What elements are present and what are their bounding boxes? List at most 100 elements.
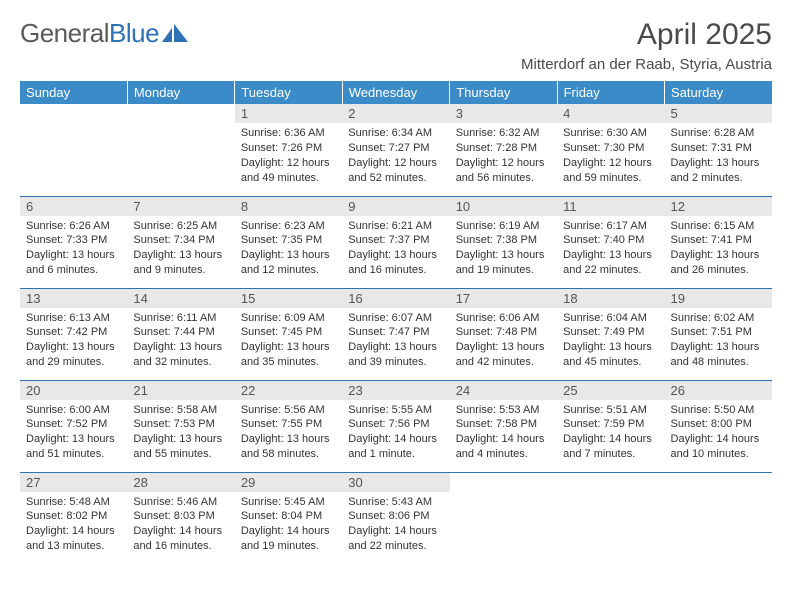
daylight-text: Daylight: 13 hours and 9 minutes.	[133, 248, 228, 278]
day-number: 18	[557, 289, 664, 308]
day-body: Sunrise: 5:51 AMSunset: 7:59 PMDaylight:…	[557, 400, 664, 466]
day-number: 2	[342, 104, 449, 123]
day-body: Sunrise: 6:21 AMSunset: 7:37 PMDaylight:…	[342, 216, 449, 282]
day-number: 17	[450, 289, 557, 308]
col-friday: Friday	[557, 81, 664, 104]
sunset-text: Sunset: 7:30 PM	[563, 141, 658, 156]
sunset-text: Sunset: 7:42 PM	[26, 325, 121, 340]
day-number	[127, 104, 234, 108]
daylight-text: Daylight: 13 hours and 6 minutes.	[26, 248, 121, 278]
sunset-text: Sunset: 7:56 PM	[348, 417, 443, 432]
calendar-row: 27 Sunrise: 5:48 AMSunset: 8:02 PM Dayligh…	[20, 472, 772, 564]
day-number: 19	[665, 289, 772, 308]
day-body: Sunrise: 6:15 AMSunset: 7:41 PMDaylight:…	[665, 216, 772, 282]
title-block: April 2025 Mitterdorf an der Raab, Styri…	[521, 18, 772, 73]
day-body: Sunrise: 5:50 AMSunset: 8:00 PMDaylight:…	[665, 400, 772, 466]
header: GeneralBlue April 2025 Mitterdorf an der…	[20, 18, 772, 73]
sunset-text: Sunset: 7:44 PM	[133, 325, 228, 340]
daylight-text: Daylight: 12 hours and 49 minutes.	[241, 156, 336, 186]
sunset-text: Sunset: 8:00 PM	[671, 417, 766, 432]
col-sunday: Sunday	[20, 81, 127, 104]
sunrise-text: Sunrise: 6:09 AM	[241, 311, 336, 326]
day-number: 13	[20, 289, 127, 308]
sunrise-text: Sunrise: 6:36 AM	[241, 126, 336, 141]
calendar-cell: 18Sunrise: 6:04 AMSunset: 7:49 PMDayligh…	[557, 288, 664, 380]
calendar-cell: 8Sunrise: 6:23 AMSunset: 7:35 PMDaylight…	[235, 196, 342, 288]
col-thursday: Thursday	[450, 81, 557, 104]
sunset-text: Sunset: 7:28 PM	[456, 141, 551, 156]
daylight-text: Daylight: 13 hours and 22 minutes.	[563, 248, 658, 278]
flag-icon	[162, 18, 188, 49]
daylight-text: Daylight: 13 hours and 26 minutes.	[671, 248, 766, 278]
brand-logo: GeneralBlue	[20, 18, 188, 49]
daylight-text: Daylight: 12 hours and 56 minutes.	[456, 156, 551, 186]
day-body: Sunrise: 5:46 AMSunset: 8:03 PMDaylight:…	[127, 492, 234, 558]
sunrise-text: Sunrise: 6:06 AM	[456, 311, 551, 326]
sunrise-text: Sunrise: 6:02 AM	[671, 311, 766, 326]
month-title: April 2025	[521, 18, 772, 52]
calendar-cell: 29Sunrise: 5:45 AMSunset: 8:04 PMDayligh…	[235, 472, 342, 564]
daylight-text: Daylight: 14 hours and 4 minutes.	[456, 432, 551, 462]
weekday-header-row: Sunday Monday Tuesday Wednesday Thursday…	[20, 81, 772, 104]
sunrise-text: Sunrise: 5:51 AM	[563, 403, 658, 418]
col-monday: Monday	[127, 81, 234, 104]
daylight-text: Daylight: 13 hours and 12 minutes.	[241, 248, 336, 278]
sunrise-text: Sunrise: 5:48 AM	[26, 495, 121, 510]
sunset-text: Sunset: 8:04 PM	[241, 509, 336, 524]
calendar-cell: 15Sunrise: 6:09 AMSunset: 7:45 PMDayligh…	[235, 288, 342, 380]
daylight-text: Daylight: 13 hours and 32 minutes.	[133, 340, 228, 370]
day-number	[665, 473, 772, 477]
calendar-cell: 20Sunrise: 6:00 AMSunset: 7:52 PMDayligh…	[20, 380, 127, 472]
day-number: 8	[235, 197, 342, 216]
day-body: Sunrise: 6:13 AMSunset: 7:42 PMDaylight:…	[20, 308, 127, 374]
day-body: Sunrise: 6:02 AMSunset: 7:51 PMDaylight:…	[665, 308, 772, 374]
day-number: 10	[450, 197, 557, 216]
calendar-cell	[557, 472, 664, 564]
daylight-text: Daylight: 13 hours and 39 minutes.	[348, 340, 443, 370]
calendar-table: Sunday Monday Tuesday Wednesday Thursday…	[20, 81, 772, 564]
daylight-text: Daylight: 14 hours and 19 minutes.	[241, 524, 336, 554]
day-number: 27	[20, 473, 127, 492]
day-number: 14	[127, 289, 234, 308]
sunset-text: Sunset: 7:27 PM	[348, 141, 443, 156]
day-body: Sunrise: 6:34 AMSunset: 7:27 PMDaylight:…	[342, 123, 449, 189]
daylight-text: Daylight: 13 hours and 19 minutes.	[456, 248, 551, 278]
sunset-text: Sunset: 7:34 PM	[133, 233, 228, 248]
sunset-text: Sunset: 7:59 PM	[563, 417, 658, 432]
sunset-text: Sunset: 7:52 PM	[26, 417, 121, 432]
sunrise-text: Sunrise: 6:13 AM	[26, 311, 121, 326]
sunset-text: Sunset: 7:55 PM	[241, 417, 336, 432]
daylight-text: Daylight: 14 hours and 10 minutes.	[671, 432, 766, 462]
day-number: 15	[235, 289, 342, 308]
sunset-text: Sunset: 8:02 PM	[26, 509, 121, 524]
col-tuesday: Tuesday	[235, 81, 342, 104]
day-number: 7	[127, 197, 234, 216]
day-body: Sunrise: 5:56 AMSunset: 7:55 PMDaylight:…	[235, 400, 342, 466]
day-body: Sunrise: 6:23 AMSunset: 7:35 PMDaylight:…	[235, 216, 342, 282]
calendar-cell: 21Sunrise: 5:58 AMSunset: 7:53 PMDayligh…	[127, 380, 234, 472]
day-body: Sunrise: 5:45 AMSunset: 8:04 PMDaylight:…	[235, 492, 342, 558]
sunset-text: Sunset: 7:37 PM	[348, 233, 443, 248]
daylight-text: Daylight: 14 hours and 1 minute.	[348, 432, 443, 462]
sunset-text: Sunset: 7:53 PM	[133, 417, 228, 432]
sunset-text: Sunset: 7:51 PM	[671, 325, 766, 340]
daylight-text: Daylight: 13 hours and 2 minutes.	[671, 156, 766, 186]
day-number: 20	[20, 381, 127, 400]
calendar-cell: 11Sunrise: 6:17 AMSunset: 7:40 PMDayligh…	[557, 196, 664, 288]
sunrise-text: Sunrise: 6:15 AM	[671, 219, 766, 234]
calendar-cell: 27Sunrise: 5:48 AMSunset: 8:02 PMDayligh…	[20, 472, 127, 564]
brand-part1: General	[20, 18, 109, 49]
daylight-text: Daylight: 13 hours and 42 minutes.	[456, 340, 551, 370]
sunset-text: Sunset: 7:58 PM	[456, 417, 551, 432]
sunrise-text: Sunrise: 6:17 AM	[563, 219, 658, 234]
sunrise-text: Sunrise: 6:25 AM	[133, 219, 228, 234]
sunset-text: Sunset: 7:38 PM	[456, 233, 551, 248]
day-number: 12	[665, 197, 772, 216]
brand-part2: Blue	[109, 18, 159, 49]
daylight-text: Daylight: 13 hours and 48 minutes.	[671, 340, 766, 370]
sunset-text: Sunset: 7:48 PM	[456, 325, 551, 340]
sunrise-text: Sunrise: 6:28 AM	[671, 126, 766, 141]
daylight-text: Daylight: 13 hours and 35 minutes.	[241, 340, 336, 370]
sunrise-text: Sunrise: 5:43 AM	[348, 495, 443, 510]
day-body: Sunrise: 6:11 AMSunset: 7:44 PMDaylight:…	[127, 308, 234, 374]
